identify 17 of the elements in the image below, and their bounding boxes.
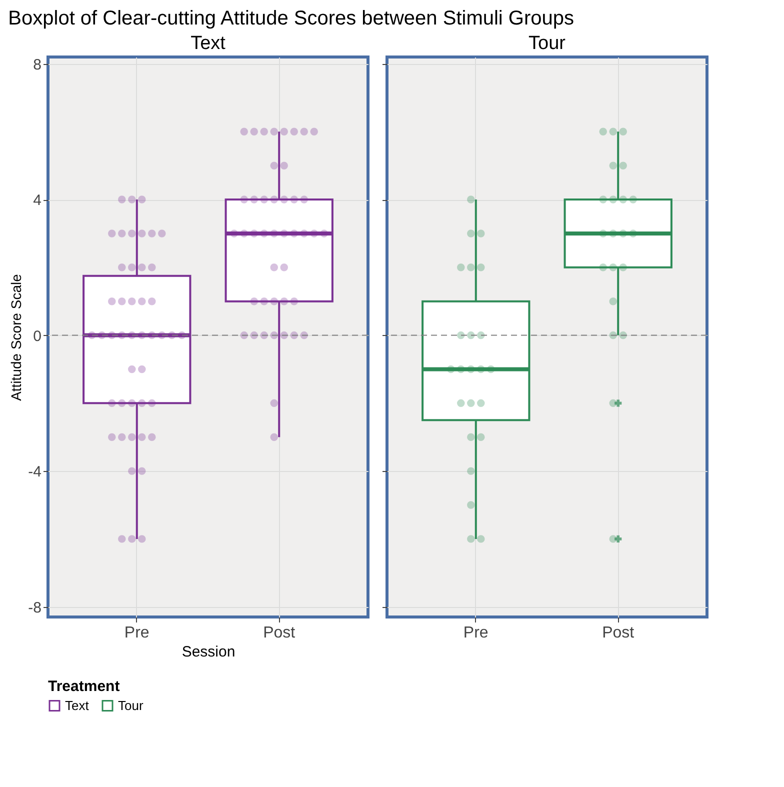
y-tick-label: -8: [28, 599, 42, 616]
y-axis-title: Attitude Score Scale: [8, 274, 24, 401]
x-tick-label: Pre: [463, 624, 488, 642]
text: Boxplot of Clear-cutting Attitude Scores between Stimuli Groups: [8, 7, 574, 30]
y-tick-label: 4: [33, 192, 42, 210]
chart-title: Text: [190, 32, 226, 54]
y-tick-label: 0: [33, 328, 42, 345]
legend-title: Treatment: [48, 678, 120, 695]
text: Tour: [118, 698, 144, 713]
x-tick-label: Post: [602, 624, 635, 642]
y-tick-label: 8: [33, 56, 42, 74]
chart-title: Tour: [528, 33, 566, 54]
x-axis-title: Session: [182, 644, 236, 660]
y-tick-label: -4: [28, 464, 42, 481]
x-tick-label: Pre: [124, 624, 150, 642]
legend-label: Text: [65, 698, 90, 713]
x-tick-label: Post: [263, 624, 296, 642]
